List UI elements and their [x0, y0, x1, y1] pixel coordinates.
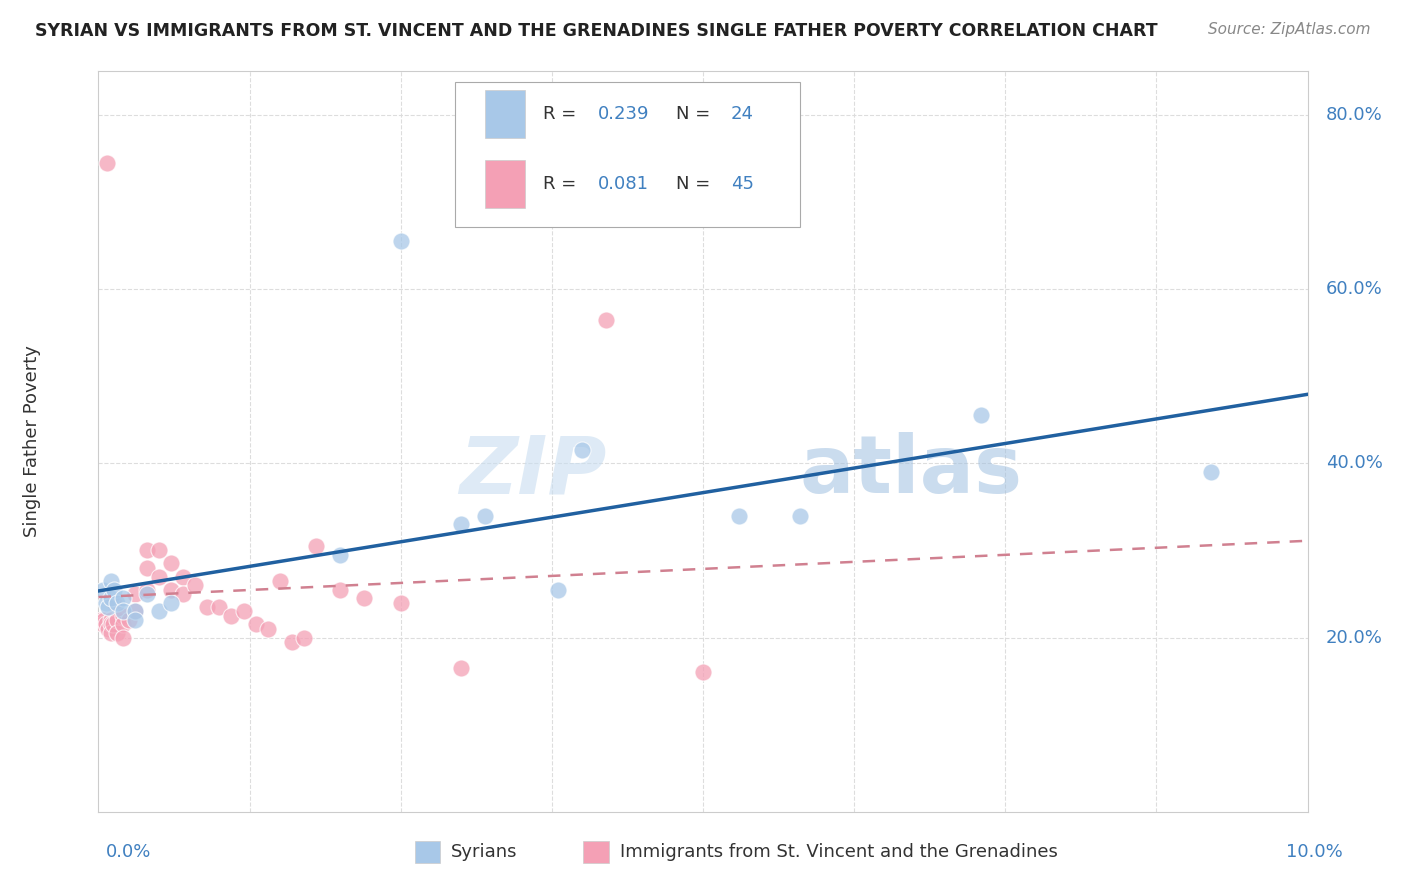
Text: N =: N =: [676, 105, 717, 123]
Point: [111, 591, 134, 606]
Point: [148, 543, 170, 558]
Point: [292, 631, 315, 645]
Point: [111, 608, 134, 623]
Point: [1199, 465, 1222, 479]
Point: [100, 574, 122, 588]
Point: [111, 604, 134, 618]
Point: [160, 596, 183, 610]
Point: [105, 626, 128, 640]
Point: [103, 582, 125, 597]
Point: [728, 508, 751, 523]
Point: [184, 578, 207, 592]
Text: 60.0%: 60.0%: [1326, 280, 1382, 298]
Point: [124, 613, 146, 627]
Point: [571, 443, 593, 458]
Text: Source: ZipAtlas.com: Source: ZipAtlas.com: [1208, 22, 1371, 37]
Point: [389, 596, 412, 610]
Point: [124, 604, 146, 618]
FancyBboxPatch shape: [456, 82, 800, 227]
Text: ZIP: ZIP: [458, 432, 606, 510]
Point: [245, 617, 267, 632]
Text: Syrians: Syrians: [451, 843, 517, 862]
Point: [124, 604, 146, 618]
Text: 0.081: 0.081: [598, 175, 648, 194]
Text: N =: N =: [676, 175, 717, 194]
Text: 20.0%: 20.0%: [1326, 629, 1382, 647]
Point: [100, 591, 122, 606]
Point: [111, 631, 134, 645]
Point: [692, 665, 714, 680]
Text: R =: R =: [543, 175, 582, 194]
Point: [329, 582, 352, 597]
Point: [970, 409, 993, 423]
Point: [195, 600, 218, 615]
Point: [94, 596, 117, 610]
Point: [103, 596, 125, 610]
Point: [94, 617, 117, 632]
Point: [100, 617, 122, 632]
Point: [221, 608, 243, 623]
Point: [124, 587, 146, 601]
Text: 40.0%: 40.0%: [1326, 454, 1382, 473]
Point: [135, 582, 157, 597]
Point: [148, 604, 170, 618]
Point: [111, 617, 134, 632]
Point: [450, 661, 472, 675]
Point: [96, 156, 118, 170]
Point: [232, 604, 254, 618]
Text: Immigrants from St. Vincent and the Grenadines: Immigrants from St. Vincent and the Gren…: [620, 843, 1057, 862]
Point: [101, 617, 124, 632]
Text: 45: 45: [731, 175, 754, 194]
Point: [269, 574, 291, 588]
Bar: [485, 161, 526, 209]
Point: [135, 543, 157, 558]
Text: SYRIAN VS IMMIGRANTS FROM ST. VINCENT AND THE GRENADINES SINGLE FATHER POVERTY C: SYRIAN VS IMMIGRANTS FROM ST. VINCENT AN…: [35, 22, 1157, 40]
Point: [97, 600, 120, 615]
Point: [172, 587, 194, 601]
Point: [118, 613, 141, 627]
Point: [160, 557, 183, 571]
Point: [160, 582, 183, 597]
Point: [135, 587, 157, 601]
Text: atlas: atlas: [800, 432, 1022, 510]
Text: 10.0%: 10.0%: [1286, 843, 1343, 861]
Point: [389, 234, 412, 248]
Point: [97, 622, 120, 636]
Point: [105, 596, 128, 610]
Text: Single Father Poverty: Single Father Poverty: [22, 345, 41, 538]
Point: [208, 600, 231, 615]
Point: [474, 508, 496, 523]
Text: 24: 24: [731, 105, 754, 123]
Point: [547, 582, 569, 597]
Text: 0.0%: 0.0%: [105, 843, 150, 861]
Point: [305, 539, 328, 553]
Point: [172, 569, 194, 583]
Point: [91, 617, 114, 632]
Point: [450, 517, 472, 532]
Point: [789, 508, 811, 523]
Point: [281, 635, 304, 649]
Point: [93, 613, 115, 627]
Bar: [485, 90, 526, 138]
Point: [353, 591, 375, 606]
Text: R =: R =: [543, 105, 582, 123]
Point: [100, 626, 122, 640]
Point: [256, 622, 278, 636]
Point: [148, 569, 170, 583]
Point: [100, 613, 122, 627]
Point: [329, 548, 352, 562]
Point: [91, 582, 114, 597]
Text: 0.239: 0.239: [598, 105, 650, 123]
Point: [105, 613, 128, 627]
Point: [90, 613, 112, 627]
Text: 80.0%: 80.0%: [1326, 106, 1382, 124]
Point: [135, 561, 157, 575]
Point: [595, 312, 617, 326]
